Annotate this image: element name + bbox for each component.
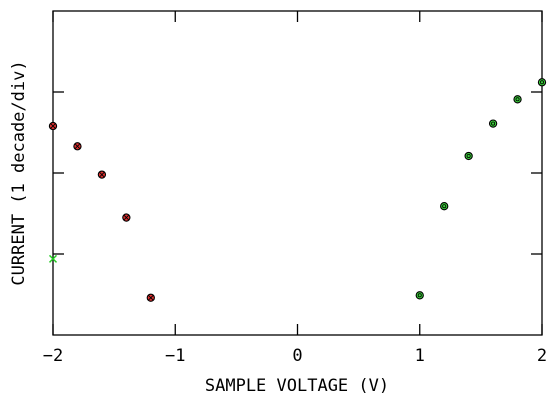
- data-point: [440, 202, 449, 211]
- data-point: [488, 119, 498, 128]
- data-point: [97, 170, 107, 179]
- point-marker: [440, 202, 449, 211]
- point-inner-ring: [442, 204, 447, 209]
- point-marker: [464, 151, 473, 161]
- point-inner-ring: [466, 153, 471, 158]
- plot-frame: [52, 10, 543, 336]
- x-tick-labels: −2 −1 0 1 2: [43, 346, 547, 366]
- point-marker: [513, 95, 522, 104]
- point-stroke: [148, 295, 154, 301]
- data-point: [513, 95, 522, 104]
- point-marker: [488, 119, 498, 128]
- data-point: [146, 293, 155, 302]
- x-tick-label: 1: [415, 346, 425, 366]
- point-marker: [415, 291, 424, 300]
- x-tick-label: −2: [43, 346, 63, 366]
- y-axis-label: CURRENT (1 decade/div): [9, 60, 29, 285]
- data-point: [415, 291, 424, 300]
- point-stroke: [74, 143, 81, 149]
- x-tick-label: 0: [292, 346, 302, 366]
- point-stroke: [123, 214, 129, 221]
- x-tick-label: 2: [537, 346, 547, 366]
- point-inner-ring: [491, 121, 496, 126]
- point-stroke: [48, 254, 58, 263]
- data-point: [48, 121, 58, 131]
- data-point: [73, 142, 82, 151]
- data-point: [122, 213, 131, 222]
- data-point: [48, 254, 58, 263]
- x-axis-label: SAMPLE VOLTAGE (V): [205, 376, 389, 396]
- point-stroke: [99, 172, 105, 178]
- data-points: [48, 78, 547, 302]
- point-stroke: [50, 123, 56, 129]
- point-inner-ring: [417, 293, 422, 298]
- data-point: [537, 78, 547, 87]
- point-marker: [537, 78, 547, 87]
- point-inner-ring: [515, 97, 520, 102]
- point-inner-ring: [540, 80, 545, 85]
- x-tick-label: −1: [165, 346, 185, 366]
- data-point: [464, 151, 473, 161]
- axis-ticks: [52, 11, 543, 335]
